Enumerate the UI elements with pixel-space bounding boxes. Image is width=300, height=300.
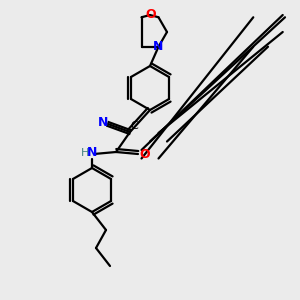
Text: C: C [130, 121, 138, 131]
Text: N: N [153, 40, 164, 53]
Text: N: N [87, 146, 97, 160]
Text: O: O [140, 148, 150, 160]
Text: H: H [81, 148, 89, 158]
Text: O: O [146, 8, 156, 22]
Text: N: N [98, 116, 108, 130]
